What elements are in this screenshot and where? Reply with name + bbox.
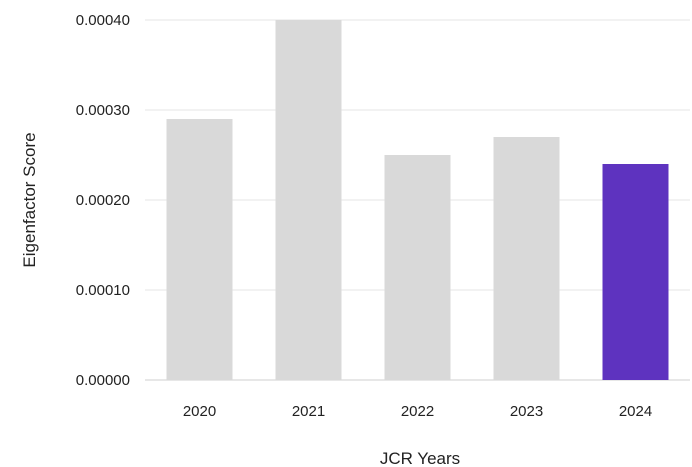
y-tick-label: 0.00030 bbox=[76, 102, 130, 119]
bar-2024[interactable] bbox=[602, 164, 669, 380]
bars bbox=[166, 20, 669, 380]
x-axis-ticks: 2020 2021 2022 2023 2024 bbox=[183, 403, 652, 420]
bar-2021[interactable] bbox=[275, 20, 342, 380]
x-tick-label: 2020 bbox=[183, 403, 216, 420]
x-axis-title: JCR Years bbox=[380, 449, 460, 467]
y-tick-label: 0.00000 bbox=[76, 372, 130, 389]
x-tick-label: 2022 bbox=[401, 403, 434, 420]
y-tick-label: 0.00010 bbox=[76, 282, 130, 299]
y-axis-ticks: 0.00000 0.00010 0.00020 0.00030 0.00040 bbox=[76, 12, 130, 389]
bar-2023[interactable] bbox=[493, 137, 560, 380]
y-axis-title: Eigenfactor Score bbox=[20, 132, 39, 267]
y-tick-label: 0.00040 bbox=[76, 12, 130, 29]
bar-2020[interactable] bbox=[166, 119, 233, 380]
x-tick-label: 2024 bbox=[619, 403, 652, 420]
x-tick-label: 2023 bbox=[510, 403, 543, 420]
bar-2022[interactable] bbox=[384, 155, 451, 380]
y-tick-label: 0.00020 bbox=[76, 192, 130, 209]
x-tick-label: 2021 bbox=[292, 403, 325, 420]
